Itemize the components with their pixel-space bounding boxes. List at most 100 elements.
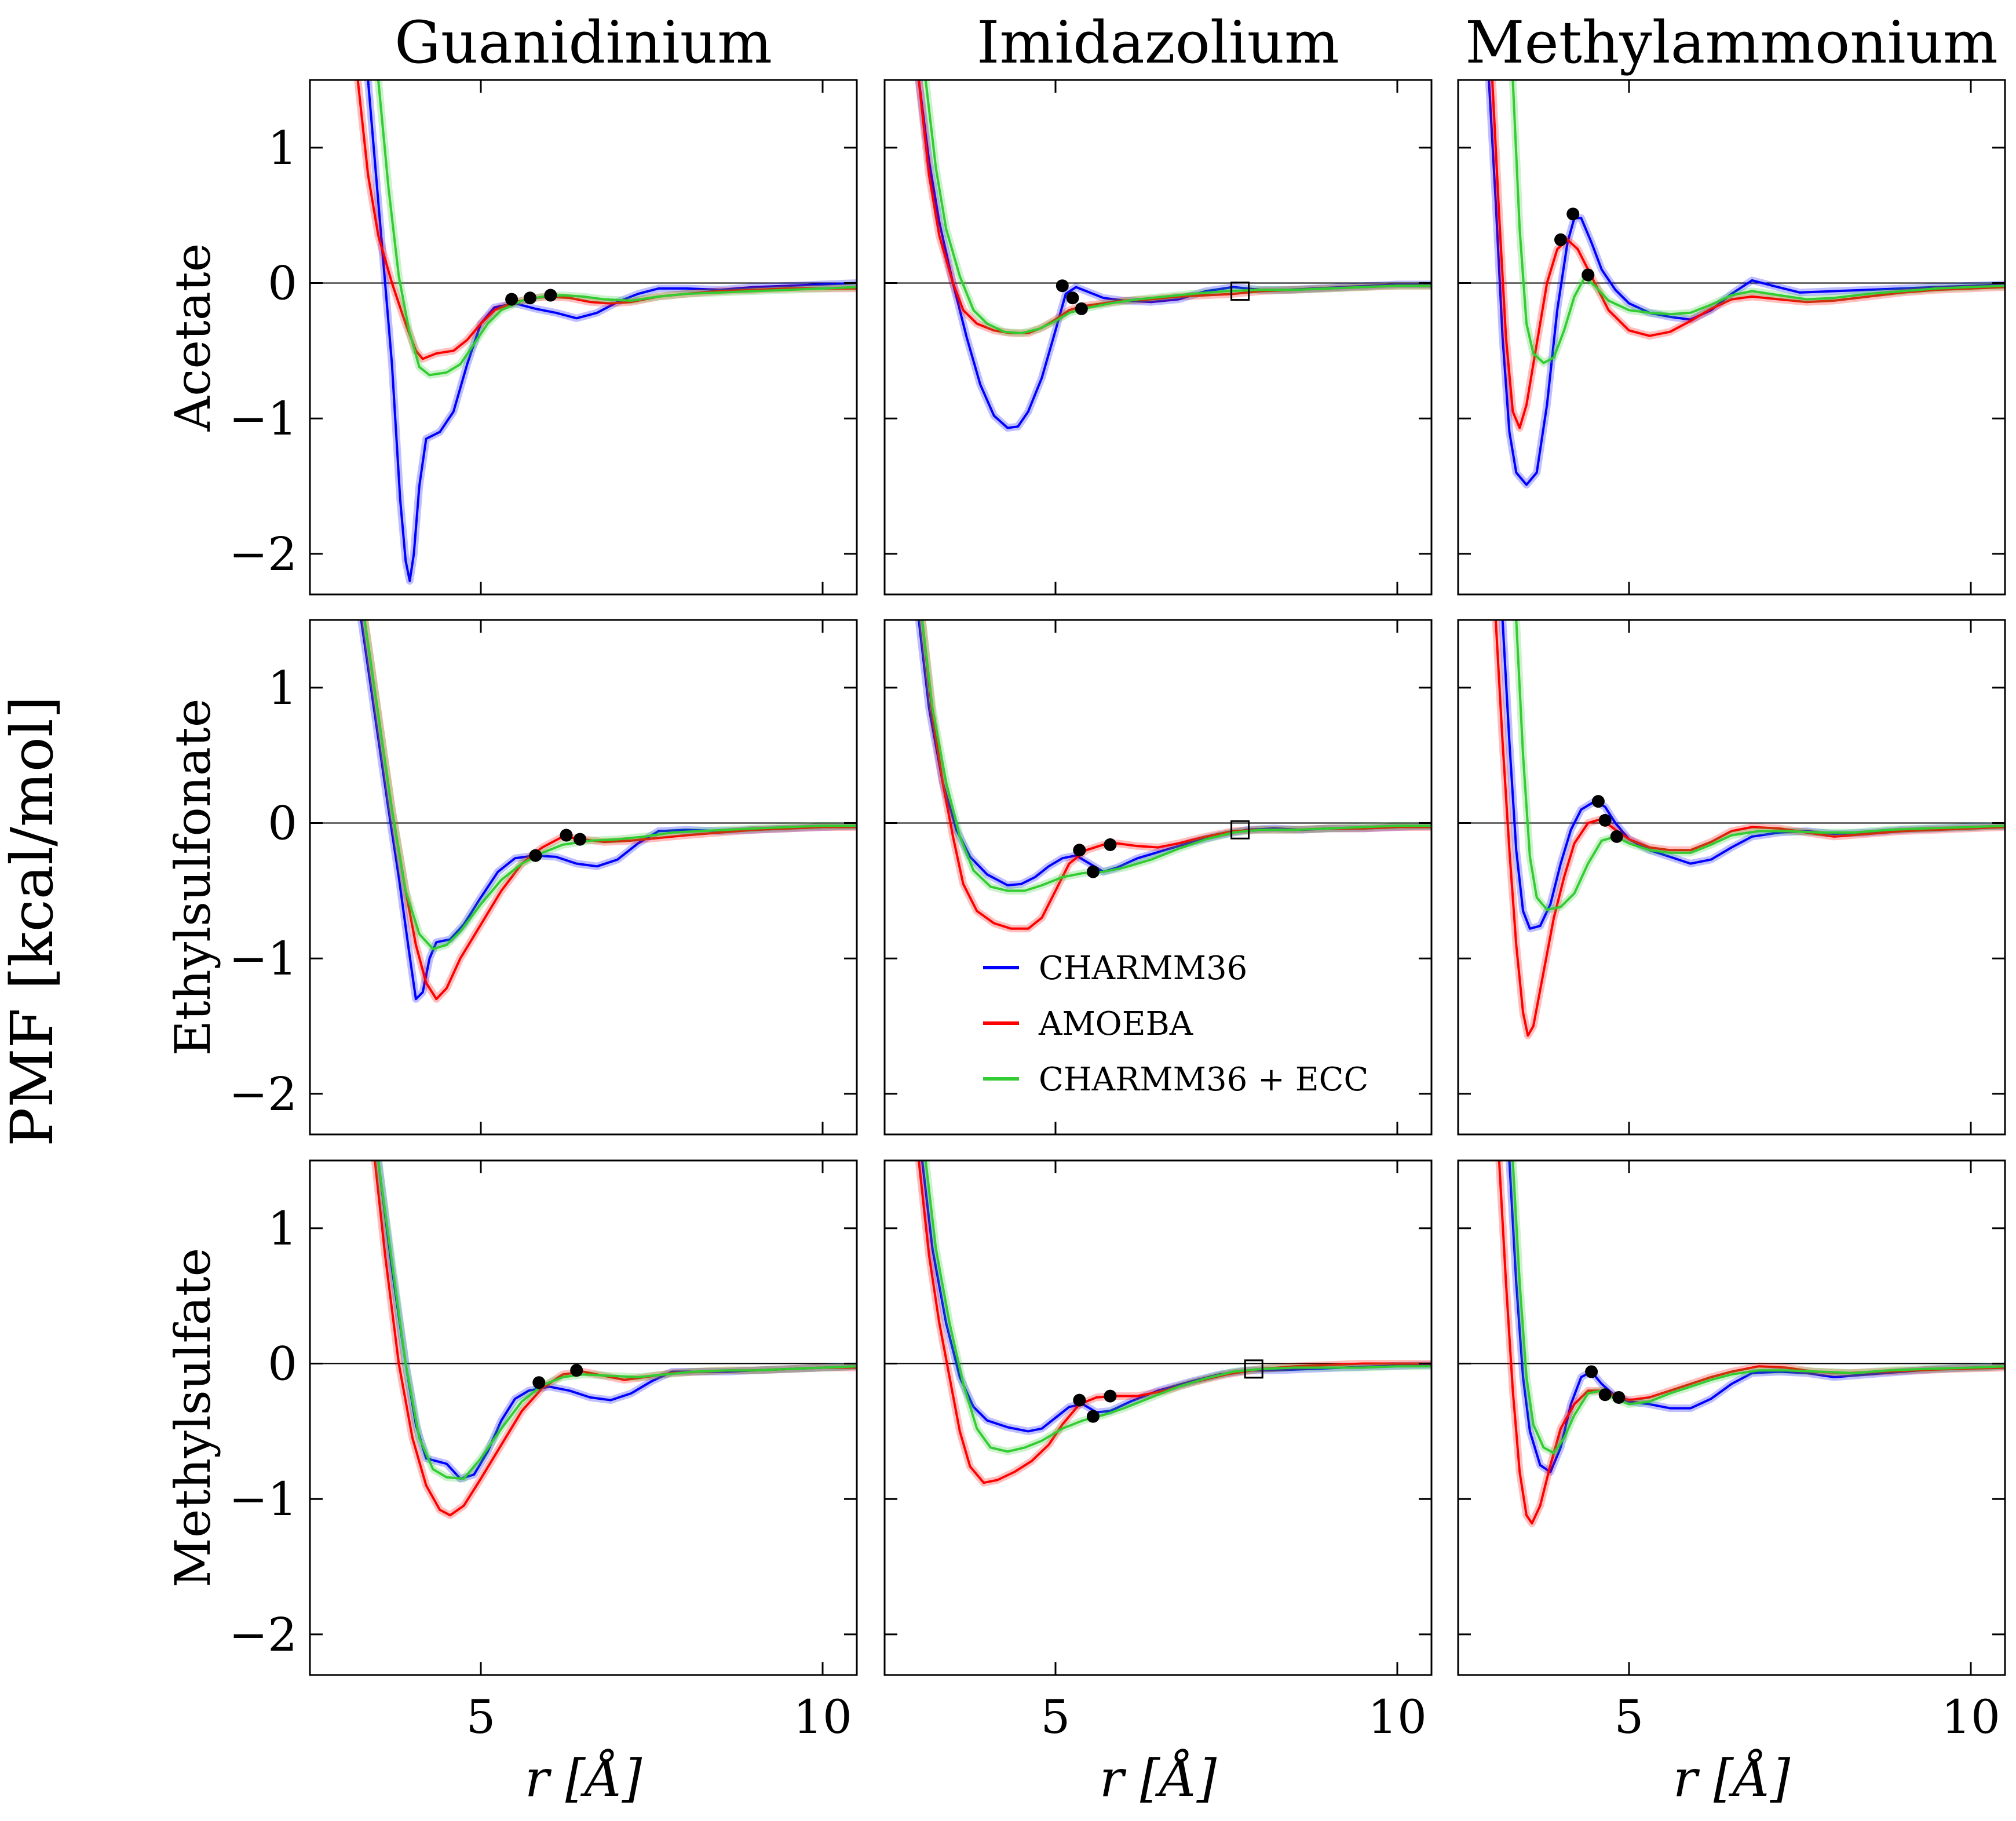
square-marker: [1244, 1359, 1263, 1379]
series-line-amoeba: [1494, 620, 2005, 1037]
legend-label-amoeba: AMOEBA: [1038, 1005, 1193, 1043]
column-title-imidazolium: Imidazolium: [977, 9, 1339, 76]
x-tick-label: 10: [1941, 1690, 2000, 1744]
series-line-charmm36: [921, 1161, 1431, 1433]
x-tick-label: 10: [1368, 1690, 1427, 1744]
y-tick-label: 0: [268, 797, 297, 851]
series-line-charmm36-ecc: [1511, 80, 2005, 364]
panel-frame: [883, 1159, 1433, 1676]
square-marker: [1230, 282, 1250, 301]
barrier-marker: [1598, 1388, 1612, 1402]
series-band-charmm36-ecc: [922, 1161, 1431, 1455]
series-line-charmm36: [1508, 1161, 2005, 1473]
series-line-charmm36-ecc: [924, 1161, 1431, 1453]
row-labels: Acetate Ethylsulfonate Methylsulfate: [165, 243, 221, 1588]
barrier-marker: [1104, 1389, 1117, 1403]
panel-acetate-methylammonium: [1457, 79, 2006, 596]
series-band-charmm36-ecc: [360, 620, 857, 953]
y-tick-label: −2: [229, 1067, 297, 1121]
series-line-amoeba: [918, 1161, 1431, 1484]
panel-frame: [309, 79, 858, 596]
barrier-marker: [1066, 291, 1079, 305]
y-tick-label: 0: [268, 1337, 297, 1391]
barrier-marker: [1086, 865, 1100, 878]
x-axis-labels: r [Å] r [Å] r [Å]: [525, 1749, 1791, 1808]
barrier-marker: [570, 1364, 583, 1377]
row-label-acetate: Acetate: [165, 243, 221, 432]
series-line-charmm36: [918, 80, 1431, 429]
series-line-amoeba: [1498, 1161, 2005, 1525]
barrier-marker: [529, 849, 542, 862]
legend: CHARMM36 AMOEBA CHARMM36 + ECC: [983, 950, 1368, 1099]
series-band-charmm36: [915, 80, 1431, 432]
panel-frame: [883, 619, 1433, 1136]
legend-label-charmm36: CHARMM36: [1039, 950, 1247, 987]
x-axis-label: r [Å]: [1100, 1749, 1217, 1808]
series-line-charmm36: [367, 80, 857, 582]
series-band-amoeba: [354, 80, 857, 363]
barrier-marker: [1073, 1393, 1086, 1407]
panel-frame: [1457, 79, 2006, 596]
series-line-charmm36-ecc: [924, 80, 1431, 334]
series-line-charmm36-ecc: [1511, 1161, 2005, 1454]
series-band-charmm36-ecc: [1509, 1161, 2005, 1457]
panel-ethylsulfonate-methylammonium: [1457, 619, 2006, 1136]
barrier-marker: [560, 829, 573, 842]
series-band-charmm36: [374, 1161, 857, 1483]
y-tick-label: 1: [268, 121, 297, 175]
square-marker: [1230, 820, 1250, 840]
x-axis-label: r [Å]: [1673, 1749, 1791, 1808]
barrier-marker: [505, 293, 518, 306]
series-band-charmm36-ecc: [374, 80, 857, 379]
barrier-marker: [532, 1376, 546, 1389]
panel-methylsulfate-imidazolium: 5 10: [883, 1159, 1433, 1744]
series-line-charmm36-ecc: [921, 620, 1431, 892]
barrier-marker: [1591, 795, 1605, 808]
figure-ylabel: PMF [kcal/mol]: [0, 696, 66, 1147]
row-label-methylsulfate: Methylsulfate: [165, 1248, 221, 1588]
x-tick-label: 5: [466, 1690, 496, 1744]
series-band-charmm36: [1506, 1161, 2005, 1476]
series-line-charmm36-ecc: [377, 80, 857, 377]
y-tick-label: 1: [268, 661, 297, 715]
y-tick-label: −2: [229, 527, 297, 581]
x-tick-label: 5: [1041, 1690, 1071, 1744]
panel-frame: [309, 1159, 858, 1676]
y-tick-label: −1: [229, 392, 297, 446]
row-label-ethylsulfonate: Ethylsulfonate: [165, 699, 221, 1056]
barrier-marker: [1610, 830, 1623, 843]
panel-frame: [309, 619, 858, 1136]
panel-ethylsulfonate-imidazolium: [883, 619, 1433, 1136]
barrier-marker: [1086, 1410, 1100, 1423]
panel-methylsulfate-methylammonium: 5 10: [1457, 1159, 2006, 1744]
series-line-amoeba: [1491, 80, 2005, 429]
series-band-charmm36: [364, 80, 857, 585]
column-titles: Guanidinium Imidazolium Methylammonium: [395, 9, 1998, 76]
column-title-methylammonium: Methylammonium: [1465, 9, 1998, 76]
series-band-charmm36-ecc: [374, 1161, 857, 1483]
series-line-charmm36-ecc: [377, 1161, 857, 1480]
panel-ethylsulfonate-guanidinium: −2 −1 0 1: [229, 619, 858, 1136]
y-tick-label: −1: [229, 932, 297, 986]
barrier-marker: [523, 291, 536, 305]
x-tick-label: 5: [1615, 1690, 1644, 1744]
x-tick-label: 10: [793, 1690, 852, 1744]
barrier-marker: [1075, 302, 1088, 315]
panel-acetate-imidazolium: [883, 79, 1433, 596]
panel-frame: [883, 79, 1433, 596]
panel-acetate-guanidinium: −2 −1 0 1: [229, 79, 858, 596]
x-axis-label: r [Å]: [525, 1749, 642, 1808]
barrier-marker: [1056, 279, 1069, 293]
y-tick-label: 1: [268, 1202, 297, 1256]
barrier-marker: [1104, 838, 1117, 851]
y-tick-label: −2: [229, 1608, 297, 1662]
barrier-marker: [1566, 207, 1580, 221]
column-title-guanidinium: Guanidinium: [395, 9, 772, 76]
series-line-charmm36: [1488, 80, 2005, 486]
panel-frame: [1457, 619, 2006, 1136]
series-line-charmm36-ecc: [1515, 620, 2005, 911]
series-line-charmm36: [377, 1161, 857, 1480]
barrier-marker: [544, 289, 557, 302]
